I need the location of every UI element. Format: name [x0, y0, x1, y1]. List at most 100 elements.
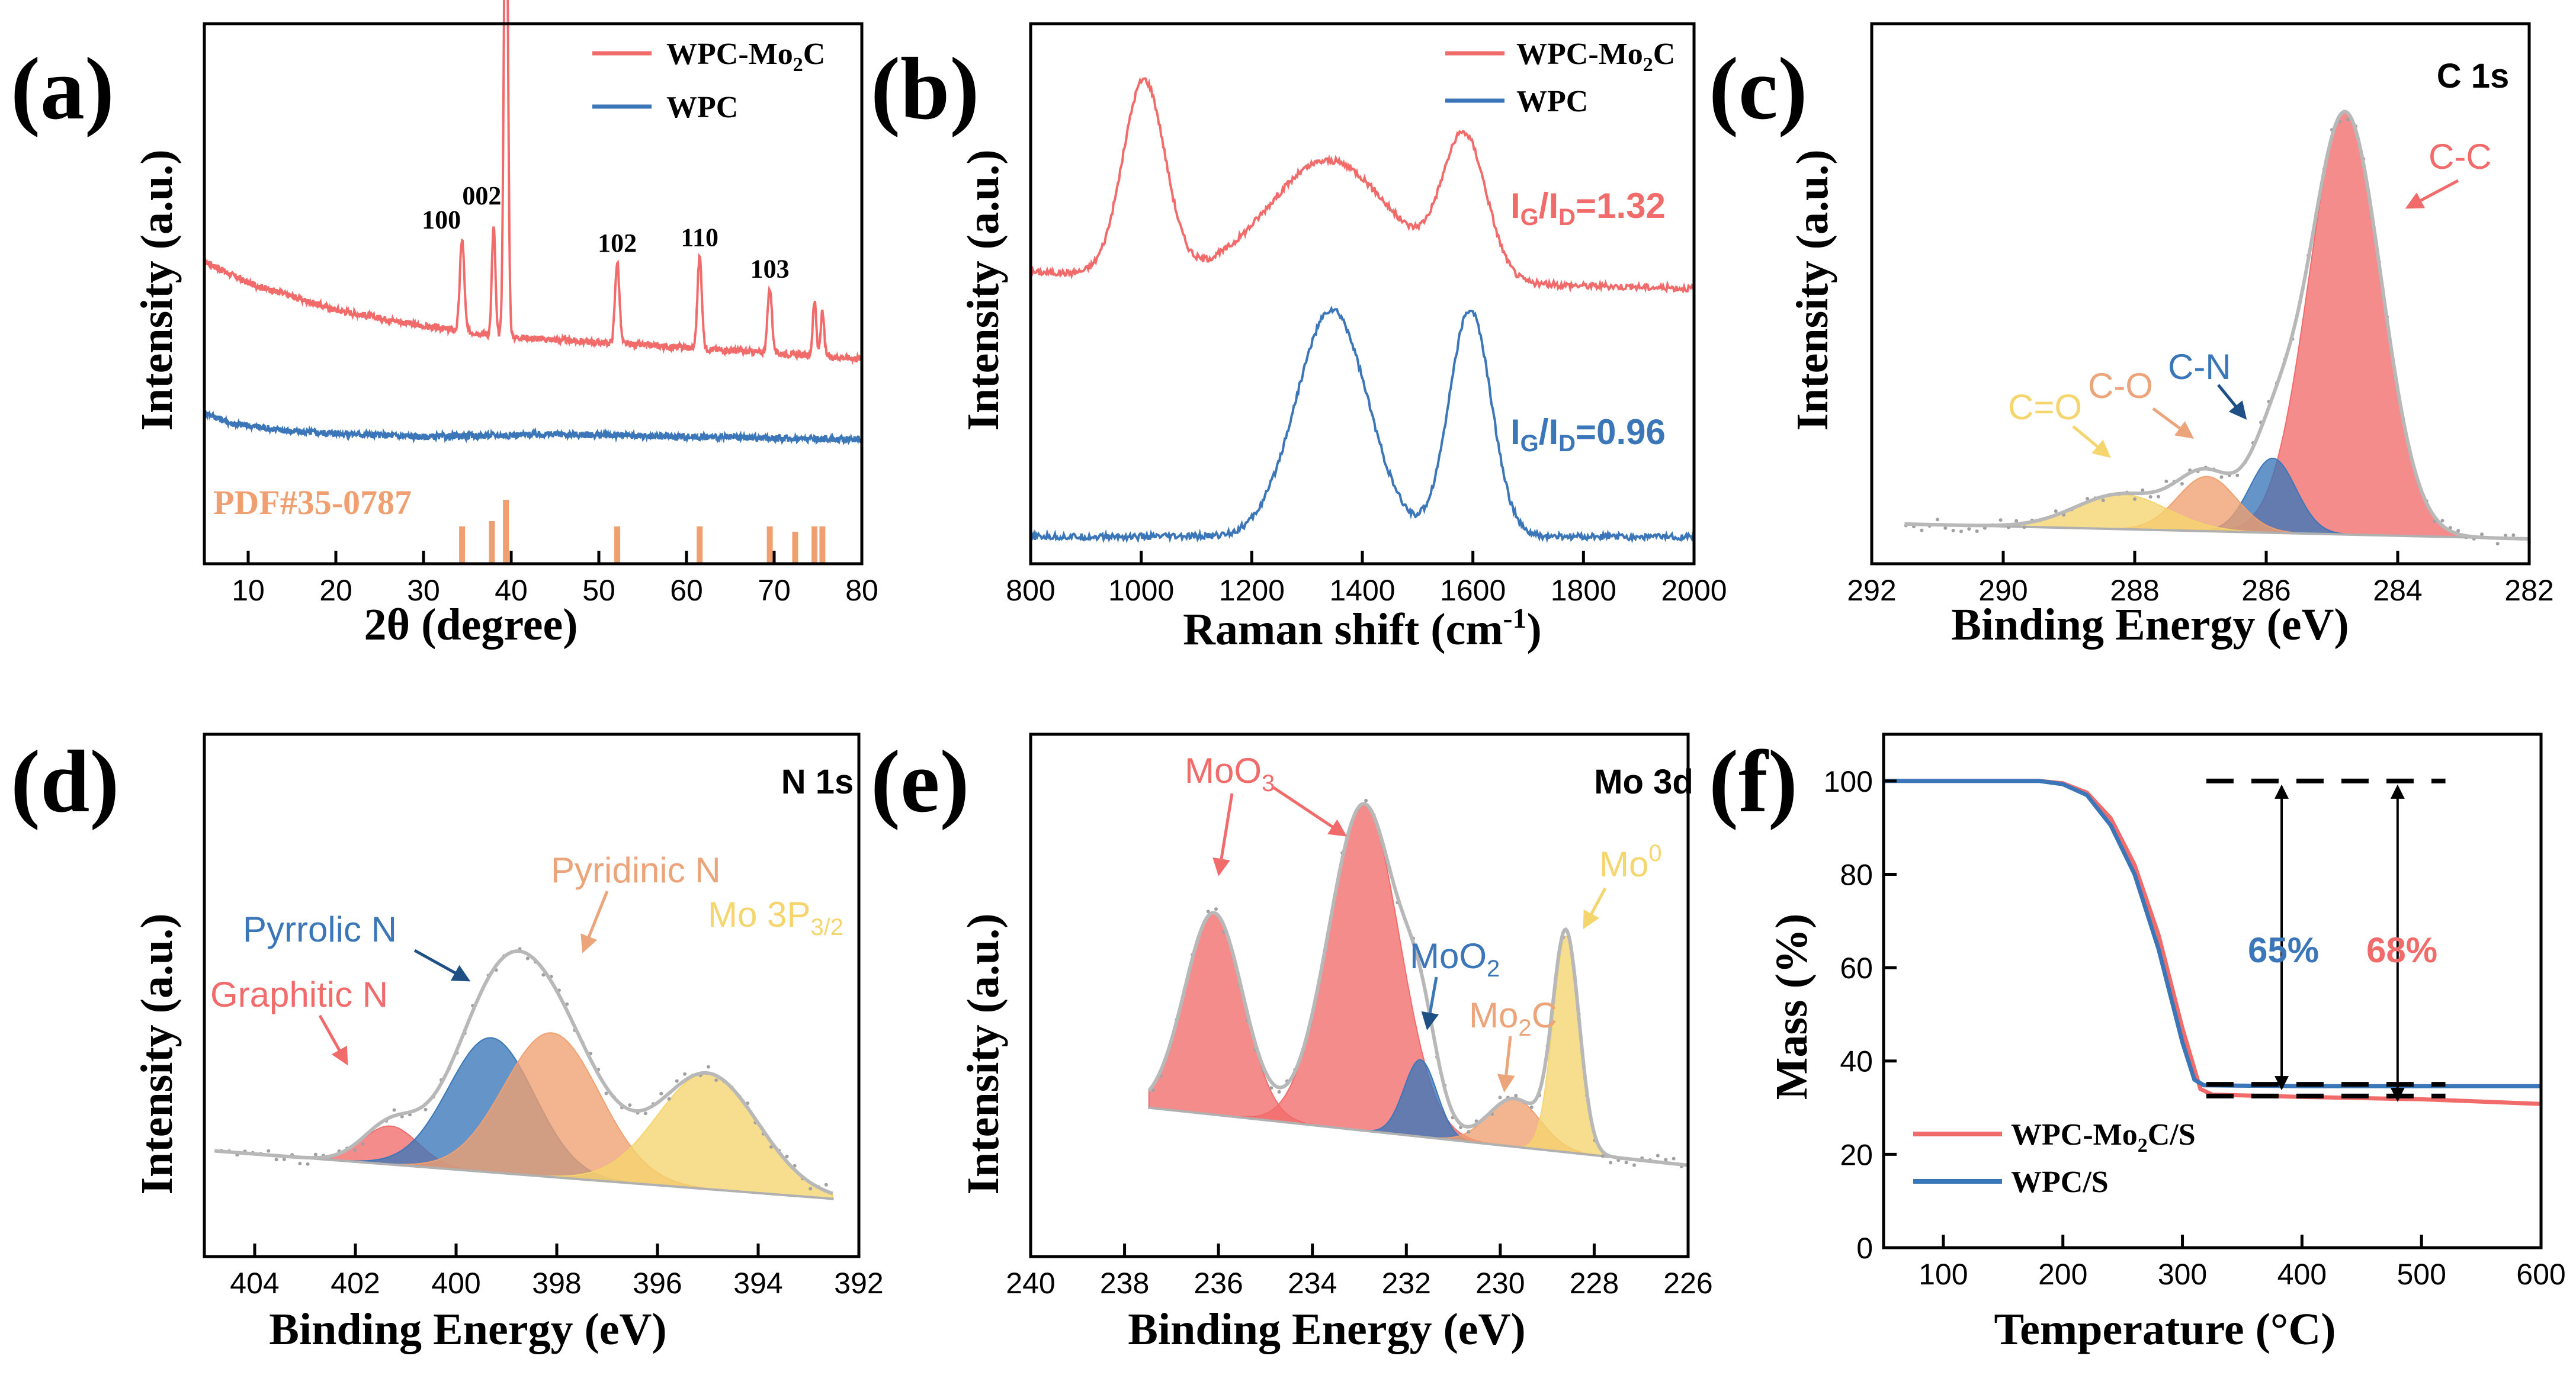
xps-raw-point — [298, 1161, 302, 1165]
xps-raw-point — [2235, 473, 2240, 477]
xps-raw-point — [392, 1108, 396, 1112]
xps-raw-point — [2504, 534, 2507, 538]
x-ticks-d: 404 402 400 398 396 394 392 — [230, 1244, 884, 1300]
legend-label-f-wpc-mo2c-s: WPC-Mo2C/S — [2011, 1118, 2196, 1156]
arrow-graphitic-n — [318, 1014, 348, 1066]
xps-raw-point — [2157, 494, 2160, 499]
y-tick-label: 100 — [1824, 765, 1873, 798]
panel-b-raman: (b) Intensity (a.u.) Raman shift (cm-1) … — [871, 22, 1727, 654]
panel-title-d: N 1s — [781, 763, 854, 801]
panel-e-mo3d: (e) Intensity (a.u.) Binding Energy (eV)… — [871, 733, 1713, 1354]
legend-label-a-wpc: WPC — [666, 91, 738, 124]
arrows-d — [318, 891, 609, 1066]
xps-raw-point — [361, 1142, 365, 1146]
x-tick-label: 1400 — [1329, 574, 1395, 607]
label-moo2: MoO2 — [1410, 936, 1500, 982]
y-tick-label: 20 — [1840, 1138, 1873, 1171]
y-tick-label: 40 — [1840, 1045, 1873, 1078]
ratio-label-wpc-mo2c: IG/ID=1.32 — [1510, 186, 1666, 230]
xps-raw-point — [2164, 480, 2168, 483]
x-tick-label: 290 — [1978, 574, 2028, 607]
panel-a-xrd: (a) Intensity (a.u.) 2θ (degree) 10 20 30 4… — [11, 0, 878, 650]
x-tick-label: 396 — [633, 1267, 682, 1300]
xps-raw-point — [643, 1111, 647, 1116]
arrows-c — [2072, 179, 2459, 458]
xps-raw-point — [1364, 799, 1368, 802]
label-mo0: Mo0 — [1599, 840, 1662, 884]
xps-raw-point — [1920, 528, 1924, 532]
panel-d-n1s: (d) Intensity (a.u.) Binding Energy (eV)… — [11, 733, 884, 1354]
xps-raw-point — [714, 1078, 718, 1082]
arrow-pyridinic-n — [580, 891, 609, 953]
xps-raw-point — [675, 1079, 679, 1083]
xlabel-a: 2θ (degree) — [364, 600, 578, 650]
xps-raw-point — [667, 1097, 671, 1101]
xps-raw-point — [824, 1183, 828, 1187]
x-tick-label: 228 — [1570, 1267, 1619, 1300]
panel-label-b: (b) — [871, 40, 979, 138]
plot-area-e — [1147, 799, 1689, 1168]
label-c-o: C-O — [2088, 366, 2153, 406]
xps-raw-point — [424, 1107, 428, 1111]
arrows-e — [1212, 786, 1607, 1093]
xps-raw-point — [1672, 1156, 1676, 1161]
arrow-moo3-right — [1272, 786, 1348, 837]
xps-raw-point — [2014, 519, 2019, 523]
y-tick-label: 60 — [1840, 952, 1873, 985]
panel-title-c: C 1s — [2437, 57, 2510, 95]
x-tick-label: 10 — [232, 574, 265, 607]
x-tick-label: 392 — [834, 1267, 883, 1300]
label-c-n: C-N — [2168, 347, 2231, 387]
x-ticks-c: 292 290 288 286 284 282 — [1847, 551, 2554, 607]
y-tick-label: 0 — [1856, 1232, 1873, 1265]
panel-title-e: Mo 3d — [1594, 763, 1693, 801]
xps-raw-point — [2495, 542, 2500, 546]
label-moo3: MoO3 — [1185, 751, 1275, 796]
xps-raw-point — [1936, 518, 1939, 522]
reference-stick — [819, 526, 826, 564]
x-tick-label: 40 — [495, 574, 528, 607]
xps-envelope — [1904, 110, 2529, 541]
xps-raw-point — [1206, 910, 1210, 914]
panel-label-d: (d) — [11, 733, 119, 831]
label-c-eq-o: C=O — [2008, 387, 2082, 427]
x-tick-label: 600 — [2516, 1258, 2565, 1291]
x-tick-label: 236 — [1194, 1267, 1243, 1300]
ylabel-a: Intensity (a.u.) — [132, 149, 182, 431]
xps-raw-point — [1943, 526, 1948, 530]
reference-stick — [697, 526, 703, 564]
y-tick-label: 80 — [1840, 858, 1873, 891]
xps-raw-point — [1600, 1154, 1605, 1158]
panel-f-tga: (f) Mass (%) Temperature (°C) 100 200 300 4… — [1709, 733, 2566, 1354]
x-tick-label: 400 — [2277, 1258, 2327, 1291]
x-ticks-a: 10 20 30 40 50 60 70 80 — [232, 551, 878, 607]
xps-raw-point — [267, 1149, 271, 1153]
xps-envelope — [214, 949, 833, 1196]
xps-raw-point — [1959, 529, 1963, 534]
xlabel-b: Raman shift (cm-1) — [1183, 603, 1542, 654]
panel-label-e: (e) — [871, 733, 969, 831]
legend-label-b-wpc: WPC — [1516, 85, 1588, 118]
x-tick-label: 282 — [2504, 574, 2553, 607]
x-tick-label: 292 — [1847, 574, 1896, 607]
x-tick-label: 300 — [2158, 1258, 2207, 1291]
legend-label-b-wpc-mo2c: WPC-Mo2C — [1516, 37, 1675, 76]
reference-stick — [811, 526, 818, 564]
x-tick-label: 800 — [1006, 574, 1055, 607]
panel-label-f: (f) — [1709, 733, 1798, 831]
xps-raw-point — [683, 1072, 687, 1076]
xlabel-c: Binding Energy (eV) — [1951, 600, 2349, 650]
reference-stick — [503, 500, 509, 564]
xps-raw-point — [2511, 533, 2516, 537]
plot-area-d — [214, 947, 834, 1200]
hkl-label-103: 103 — [750, 254, 790, 283]
xps-raw-point — [1529, 1105, 1534, 1109]
legend-label-f-wpc-s: WPC/S — [2011, 1165, 2109, 1199]
ylabel-f: Mass (%) — [1767, 914, 1817, 1100]
x-tick-label: 1000 — [1108, 574, 1174, 607]
xps-raw-point — [2133, 497, 2136, 501]
xps-raw-point — [809, 1187, 813, 1191]
x-tick-label: 394 — [733, 1267, 782, 1300]
tga-line-wpc-mo2c-s — [1884, 779, 2542, 1106]
plot-area-b — [1029, 77, 1695, 544]
